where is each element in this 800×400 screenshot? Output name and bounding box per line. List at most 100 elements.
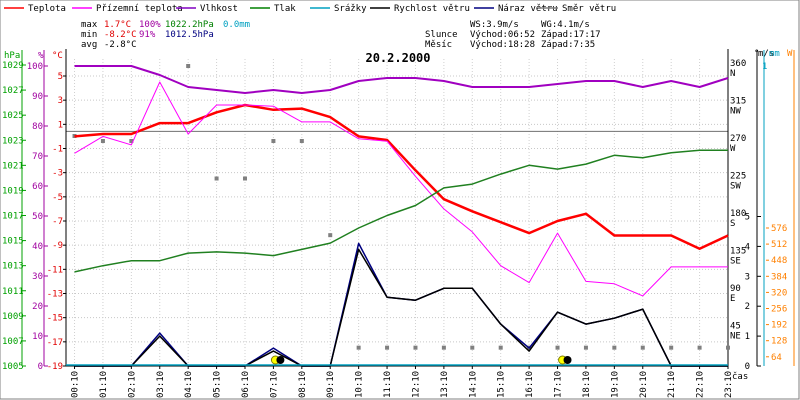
x-tick-label: 16:10 [525, 371, 535, 398]
wind-dir-point [328, 233, 333, 238]
temp-tick-label: 1 [58, 120, 63, 130]
stat-min-hum: 91% [139, 30, 156, 40]
x-tick-label: 21:10 [667, 371, 677, 398]
dir-tick-dir: N [730, 69, 735, 79]
stat-max-rain: 0.0mm [223, 20, 250, 30]
dir-tick-dir: NW [730, 107, 741, 117]
wind-dir-point [612, 345, 617, 350]
hpa-unit: hPa [4, 51, 20, 61]
hpa-tick-label: 1021 [2, 161, 24, 171]
dir-tick-dir: W [730, 144, 736, 154]
dir-tick-dir: SE [730, 257, 741, 267]
wind-dir-point [697, 345, 702, 350]
x-tick-label: 11:10 [383, 371, 393, 398]
x-tick-label: 00:10 [71, 371, 81, 398]
stat-min-temp: -8.2°C [104, 30, 137, 40]
hpa-tick-label: 1017 [2, 212, 24, 222]
wind-dir-point [100, 139, 105, 143]
wind-dir-point [583, 345, 588, 350]
pct-tick-label: 90 [32, 92, 43, 102]
temp-tick-label: 5 [58, 72, 63, 82]
temp-tick-label: -13 [47, 290, 63, 300]
wind-dir-point [470, 345, 475, 350]
precip-tick-label: 1 [762, 62, 767, 72]
wind-dir-point [413, 345, 418, 350]
info-moon-set: Západ:7:35 [541, 40, 595, 50]
speed-tick-label: 4 [745, 242, 750, 252]
stat-max-temp: 1.7°C [104, 20, 131, 30]
hpa-tick-label: 1023 [2, 136, 24, 146]
hpa-tick-label: 1027 [2, 86, 24, 96]
temp-tick-label: -5 [52, 193, 63, 203]
pct-tick-label: 100 [27, 62, 43, 72]
wind-dir-point [726, 345, 730, 350]
x-tick-label: 12:10 [411, 371, 421, 398]
wind-dir-point [555, 345, 560, 350]
x-tick-label: 01:10 [99, 371, 109, 398]
radiation-tick-label: 64 [771, 353, 782, 363]
legend-label: Tlak [274, 4, 296, 14]
series-teplota [74, 103, 729, 251]
pct-tick-label: 70 [32, 152, 43, 162]
hpa-tick-label: 1005 [2, 362, 24, 372]
dir-tick-label: 270 [730, 134, 746, 144]
radiation-tick-label: 320 [771, 288, 787, 298]
series-tlak [74, 149, 728, 273]
temp-tick-label: -11 [47, 265, 63, 275]
x-axis-label: čas [732, 371, 748, 382]
hpa-tick-label: 1007 [2, 337, 24, 347]
radiation-tick-label: 256 [771, 305, 787, 315]
speed-tick-label: 1 [745, 332, 750, 342]
pct-tick-label: 10 [32, 332, 43, 342]
dir-tick-label: 225 [730, 172, 746, 182]
wind-dir-point [385, 345, 390, 350]
info-sun-rise: Východ:06:52 [470, 30, 535, 40]
legend-label: Přízemní teplota [96, 4, 183, 14]
pct-tick-label: 80 [32, 122, 43, 132]
info-sun-set: Západ:17:17 [541, 30, 601, 40]
x-tick-label: 23:10 [724, 371, 734, 398]
info-sun-label: Slunce [425, 30, 458, 40]
x-tick-label: 04:10 [184, 371, 194, 398]
dir-tick-dir: E [730, 294, 735, 304]
precip-unit: mm [769, 49, 780, 59]
pct-tick-label: 50 [32, 212, 43, 222]
series-vlhkost [74, 65, 729, 94]
radiation-tick-label: 384 [771, 272, 787, 282]
speed-tick-label: 3 [745, 272, 750, 282]
speed-tick-label: 5 [745, 213, 750, 223]
wind-dir-point [214, 176, 219, 181]
x-tick-label: 19:10 [610, 371, 620, 398]
stat-min-label: min [81, 30, 97, 40]
x-tick-label: 20:10 [639, 371, 649, 398]
wind-dir-point [669, 345, 674, 350]
wind-dir-point [242, 176, 247, 181]
speed-unit: m/s [758, 49, 774, 59]
x-tick-label: 02:10 [127, 371, 137, 398]
pct-tick-label: 40 [32, 242, 43, 252]
x-tick-label: 22:10 [696, 371, 706, 398]
x-tick-label: 07:10 [269, 371, 279, 398]
wind-dir-point [186, 64, 191, 68]
legend-label: Srážky [334, 4, 367, 14]
hpa-tick-label: 1029 [2, 61, 24, 71]
dir-tick-label: 180 [730, 209, 746, 219]
temp-tick-label: -15 [47, 314, 63, 324]
legend-label: Náraz větru [498, 4, 558, 14]
temp-tick-label: -9 [52, 241, 63, 251]
dir-tick-dir: S [730, 219, 735, 229]
pct-tick-label: 60 [32, 182, 43, 192]
info-moon-rise: Východ:18:28 [470, 40, 535, 50]
dir-tick-dir: NE [730, 332, 741, 342]
legend-label: Rychlost větru [394, 4, 470, 14]
speed-tick-label: 2 [745, 302, 750, 312]
stat-min-pres: 1012.5hPa [165, 30, 214, 40]
x-tick-label: 08:10 [298, 371, 308, 398]
hpa-tick-label: 1019 [2, 186, 24, 196]
radiation-tick-label: 448 [771, 256, 787, 266]
temp-tick-label: 3 [58, 96, 63, 106]
temp-unit: °C [52, 51, 63, 61]
chart-title: 20.2.2000 [365, 51, 430, 65]
